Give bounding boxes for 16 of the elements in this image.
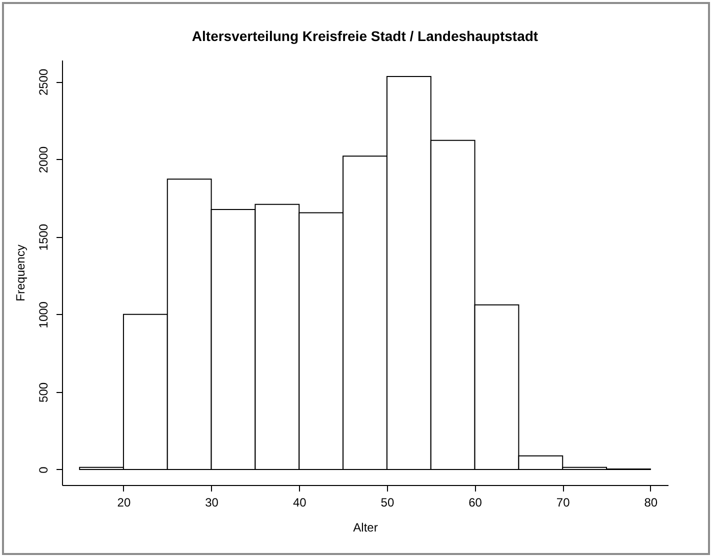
x-tick-label: 70 — [556, 496, 570, 510]
x-tick-label: 50 — [380, 496, 394, 510]
chart-title: Altersverteilung Kreisfreie Stadt / Landeshauptstadt — [192, 28, 538, 44]
y-axis-title: Frequency — [14, 244, 28, 302]
x-tick-label: 20 — [117, 496, 131, 510]
y-tick-label: 0 — [36, 466, 50, 474]
x-tick-label: 80 — [644, 496, 658, 510]
x-tick-label: 40 — [292, 496, 307, 510]
y-tick-label: 1000 — [36, 301, 50, 328]
x-tick-label: 30 — [205, 496, 219, 510]
y-tick-label: 2000 — [36, 146, 50, 174]
y-tick-label: 2500 — [36, 68, 50, 96]
x-axis-title: Alter — [353, 520, 378, 534]
y-tick-label: 500 — [36, 382, 50, 402]
x-tick-label: 60 — [468, 496, 482, 510]
y-tick-label: 1500 — [36, 224, 50, 251]
